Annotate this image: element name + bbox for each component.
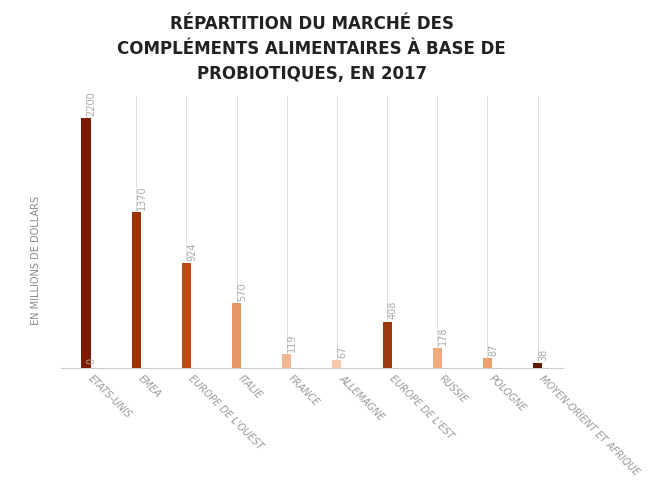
Bar [333, 360, 341, 368]
Text: 570: 570 [237, 282, 247, 301]
Text: 119: 119 [287, 334, 297, 352]
Bar [182, 263, 191, 368]
Text: 2200: 2200 [87, 92, 96, 116]
Text: 87: 87 [488, 343, 498, 356]
Bar [232, 303, 241, 368]
Text: EN MILLIONS DE DOLLARS: EN MILLIONS DE DOLLARS [31, 196, 41, 325]
Text: 67: 67 [337, 345, 348, 358]
Text: 924: 924 [187, 242, 197, 261]
Bar [533, 364, 542, 368]
Bar [282, 354, 291, 368]
Text: 38: 38 [538, 349, 548, 361]
Bar [433, 347, 441, 368]
Text: 408: 408 [388, 301, 398, 319]
Bar [81, 119, 91, 368]
Bar [483, 358, 492, 368]
Text: 178: 178 [438, 327, 448, 345]
Text: 1370: 1370 [136, 185, 147, 210]
Title: RÉPARTITION DU MARCHÉ DES
COMPLÉMENTS ALIMENTAIRES À BASE DE
PROBIOTIQUES, EN 20: RÉPARTITION DU MARCHÉ DES COMPLÉMENTS AL… [117, 15, 506, 83]
Text: 0: 0 [87, 358, 96, 365]
Bar [132, 213, 140, 368]
Bar [382, 321, 392, 368]
